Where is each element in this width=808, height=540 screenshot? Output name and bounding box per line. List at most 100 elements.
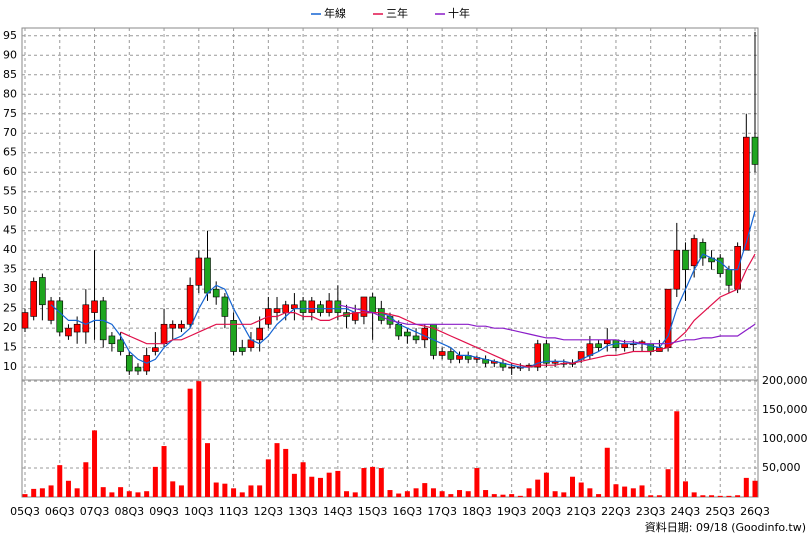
volume-bar <box>743 477 749 497</box>
legend-label: 三年 <box>386 6 408 20</box>
volume-bar <box>674 411 680 497</box>
candle-body <box>256 327 263 341</box>
y-tick-label: 50,000 <box>762 461 801 474</box>
x-tick-label: 16Q3 <box>393 505 423 518</box>
candle-body <box>508 366 515 369</box>
volume-bar <box>352 492 358 497</box>
volume-bar <box>309 476 315 497</box>
volume-bar <box>561 492 567 497</box>
candle-body <box>751 136 759 165</box>
volume-bar <box>665 469 671 497</box>
volume-bar <box>248 485 254 497</box>
candle-body <box>325 300 333 313</box>
volume-bar <box>752 480 758 497</box>
volume-bar <box>543 472 549 497</box>
volume-bar <box>196 381 202 497</box>
x-tick-label: 23Q3 <box>636 505 666 518</box>
volume-bar <box>474 468 480 497</box>
volume-bar <box>291 473 297 497</box>
candle-body <box>160 323 168 345</box>
y-tick-label: 40 <box>3 243 17 256</box>
volume-bar <box>378 468 384 497</box>
candle-body <box>73 323 81 333</box>
volume-bar <box>387 490 393 497</box>
volume-bar <box>622 486 628 497</box>
volume-bar <box>361 468 367 497</box>
candle-body <box>169 323 177 329</box>
y-tick-label: 200,000 <box>762 374 808 387</box>
candle-body <box>682 249 689 270</box>
plot-frame <box>21 27 759 498</box>
volume-bar <box>735 495 741 497</box>
y-tick-label: 15 <box>3 341 17 354</box>
volume-bar <box>413 488 419 497</box>
candle-body <box>360 296 368 317</box>
volume-bar <box>161 446 167 497</box>
y-tick-label: 50 <box>3 204 17 217</box>
volume-bar <box>396 493 402 497</box>
volume-bar <box>709 495 715 497</box>
candle-body <box>125 355 133 372</box>
volume-bar <box>100 487 106 497</box>
candle-body <box>369 296 376 313</box>
candle-body <box>621 343 628 348</box>
volume-bar <box>483 490 489 497</box>
y-tick-label: 60 <box>3 165 17 178</box>
volume-bar <box>57 465 63 497</box>
y-tick-label: 55 <box>3 185 17 198</box>
candle-body <box>378 308 385 321</box>
volume-bar <box>152 466 158 497</box>
volume-bar <box>135 492 141 497</box>
ma-line <box>120 253 756 368</box>
volume-bar <box>239 492 245 497</box>
y-tick-label: 10 <box>3 360 17 373</box>
x-tick-label: 14Q3 <box>323 505 353 518</box>
y-tick-label: 150,000 <box>762 403 808 416</box>
volume-bar <box>370 466 376 497</box>
candle-body <box>308 300 316 313</box>
volume-bar <box>22 494 28 497</box>
volume-bar <box>526 488 532 497</box>
volume-bar <box>344 491 350 497</box>
volume-bar <box>726 495 732 497</box>
volume-bar <box>682 481 688 497</box>
volume-bar <box>587 488 593 497</box>
x-tick-label: 24Q3 <box>671 505 701 518</box>
candle-body <box>212 288 220 298</box>
ma-line <box>337 304 756 345</box>
x-tick-label: 09Q3 <box>149 505 179 518</box>
volume-bar <box>509 494 515 497</box>
y-tick-label: 30 <box>3 282 17 295</box>
volume-bar <box>83 462 89 497</box>
candle-body <box>673 249 681 290</box>
volume-bar <box>500 494 506 497</box>
volume-bar <box>430 488 436 497</box>
volume-bar <box>231 488 237 497</box>
volume-bar <box>39 488 45 497</box>
volume-bar <box>74 488 80 497</box>
candle-body <box>603 339 611 345</box>
volume-bar <box>604 447 610 497</box>
x-tick-label: 10Q3 <box>184 505 214 518</box>
volume-bar <box>691 492 697 497</box>
x-tick-label: 07Q3 <box>80 505 110 518</box>
volume-bar <box>552 491 558 497</box>
x-tick-label: 22Q3 <box>601 505 631 518</box>
volume-bar <box>570 476 575 497</box>
y-tick-label: 70 <box>3 126 17 139</box>
candle-body <box>30 281 37 317</box>
candle-body <box>299 300 307 313</box>
candle-body <box>39 277 46 306</box>
volume-bar <box>274 443 280 497</box>
volume-bar <box>717 495 723 497</box>
candle-body <box>351 312 359 321</box>
y-tick-label: 35 <box>3 263 17 276</box>
y-tick-label: 90 <box>3 48 17 61</box>
volume-bar <box>213 482 219 497</box>
candle-body <box>82 304 90 333</box>
candle-body <box>438 351 446 356</box>
volume-bar <box>48 485 54 497</box>
volume-bar <box>422 483 428 497</box>
volume-bar <box>187 388 193 497</box>
